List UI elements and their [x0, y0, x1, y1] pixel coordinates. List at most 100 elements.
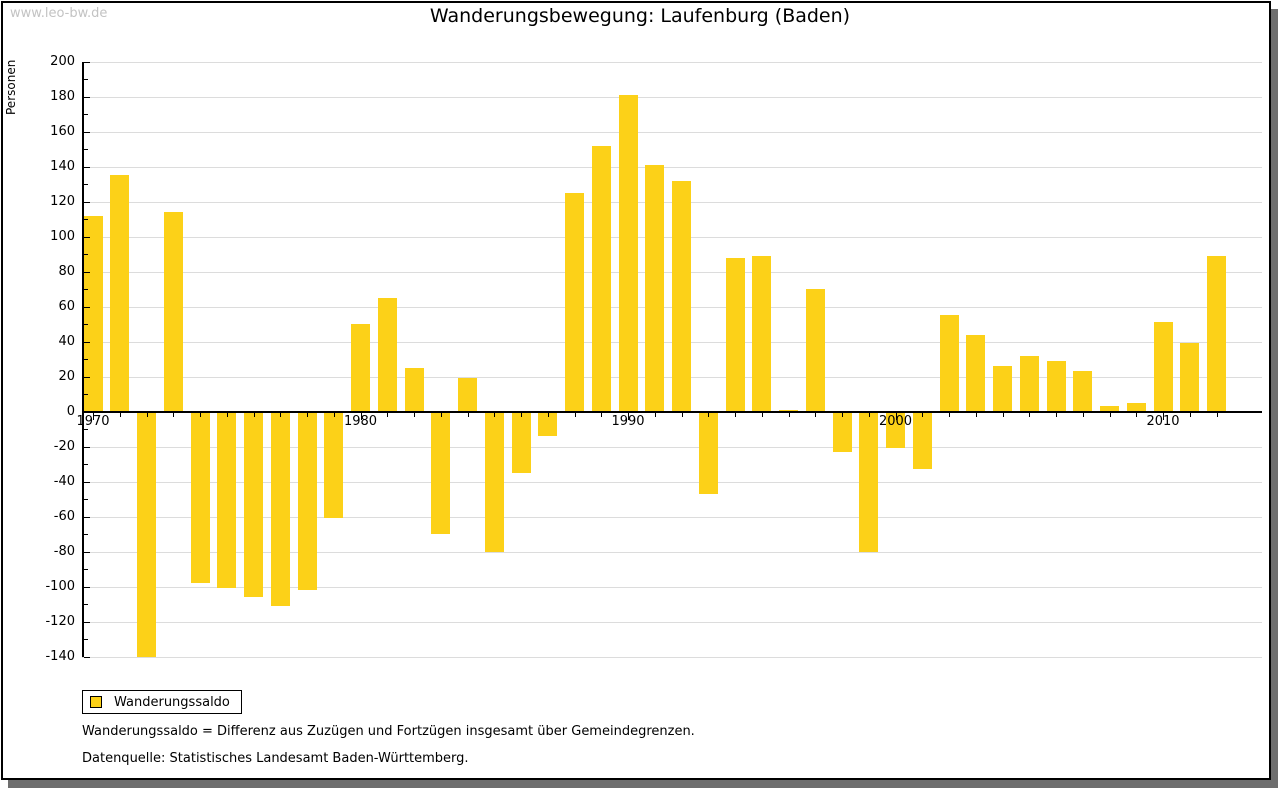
y-tick--10 — [84, 429, 88, 430]
legend-box: Wanderungssaldo — [82, 690, 242, 714]
y-tick-190 — [84, 79, 88, 80]
bar-2010 — [1153, 322, 1173, 412]
y-tick-label--80: -80 — [53, 543, 75, 559]
y-tick-70 — [84, 289, 88, 290]
bar-1991 — [645, 164, 665, 412]
gridline-y--40 — [82, 481, 1262, 483]
bar-1976 — [244, 411, 263, 597]
x-tick-1991 — [654, 412, 656, 417]
y-tick--90 — [84, 569, 88, 570]
y-tick-label-60: 60 — [58, 298, 75, 314]
bar-1997 — [805, 289, 825, 412]
x-tick-2009 — [1136, 412, 1138, 417]
x-tick-2010 — [1163, 412, 1164, 420]
x-tick-label-1970: 1970 — [76, 413, 110, 429]
bar-1982 — [404, 367, 424, 412]
bar-1999 — [859, 411, 879, 552]
gridline-y--140 — [82, 656, 1262, 658]
bar-1970 — [83, 215, 103, 412]
bar-1989 — [591, 145, 611, 412]
bar-1985 — [484, 411, 504, 552]
y-tick-30 — [84, 359, 88, 360]
bar-2008 — [1100, 406, 1119, 412]
bar-2005 — [1019, 355, 1039, 412]
y-tick-100 — [84, 236, 90, 238]
bar-1992 — [672, 180, 691, 412]
y-tick-label-100: 100 — [50, 228, 75, 244]
gridline-y--80 — [82, 551, 1262, 553]
y-tick-20 — [84, 376, 90, 378]
gridline-y--20 — [82, 446, 1262, 448]
y-tick-150 — [84, 149, 88, 150]
x-tick-1989 — [601, 412, 603, 417]
bar-1978 — [297, 411, 317, 590]
y-tick-label-120: 120 — [50, 193, 75, 209]
x-tick-1997 — [815, 412, 817, 417]
gridline-y--60 — [82, 516, 1262, 518]
y-tick-label-180: 180 — [50, 88, 75, 104]
x-tick-label-2000: 2000 — [878, 413, 913, 429]
y-tick-label--40: -40 — [53, 473, 75, 489]
bar-1979 — [324, 411, 344, 519]
footnote-source: Datenquelle: Statistisches Landesamt Bad… — [82, 751, 469, 766]
y-tick--20 — [84, 446, 90, 448]
x-tick-1992 — [681, 412, 683, 417]
bar-1977 — [270, 411, 290, 606]
x-tick-label-2010: 2010 — [1146, 413, 1180, 429]
y-tick-90 — [84, 254, 88, 255]
x-tick-2007 — [1082, 412, 1084, 417]
gridline-y--120 — [82, 621, 1262, 623]
bar-1972 — [137, 411, 156, 657]
x-tick-1980 — [360, 412, 362, 420]
y-tick-140 — [84, 166, 90, 168]
y-tick--120 — [84, 621, 90, 623]
y-tick-label-160: 160 — [50, 123, 75, 139]
bar-2002 — [939, 315, 959, 412]
x-tick-1977 — [280, 412, 282, 417]
x-tick-1996 — [788, 412, 790, 417]
y-tick--70 — [84, 534, 88, 535]
y-tick-label-200: 200 — [50, 53, 75, 69]
y-tick-160 — [84, 131, 90, 133]
gridline-y-180 — [82, 96, 1262, 98]
y-tick--60 — [84, 516, 90, 518]
bar-2000 — [886, 411, 905, 449]
x-tick-1976 — [253, 412, 255, 417]
bar-2007 — [1073, 371, 1093, 412]
y-tick-label--140: -140 — [45, 648, 75, 664]
y-tick-label-140: 140 — [50, 158, 75, 174]
x-tick-label-1980: 1980 — [343, 413, 378, 429]
bar-1974 — [190, 411, 210, 583]
x-tick-2008 — [1109, 412, 1111, 417]
y-tick--110 — [84, 604, 88, 605]
x-tick-1993 — [708, 412, 710, 417]
x-tick-1970 — [93, 412, 94, 420]
y-tick--140 — [84, 656, 90, 658]
y-tick--40 — [84, 481, 90, 483]
x-tick-1971 — [119, 412, 121, 417]
y-tick-label--20: -20 — [53, 438, 75, 454]
watermark: www.leo-bw.de — [10, 6, 108, 21]
y-tick--30 — [84, 464, 88, 465]
y-tick-120 — [84, 201, 90, 203]
x-tick-1979 — [333, 412, 335, 417]
x-tick-1990 — [628, 412, 629, 420]
x-tick-1974 — [200, 412, 201, 417]
bar-1983 — [431, 411, 451, 534]
x-tick-2001 — [922, 412, 924, 417]
y-tick-80 — [84, 271, 90, 273]
y-tick-label-20: 20 — [58, 368, 75, 384]
y-tick-180 — [84, 96, 90, 98]
bar-2006 — [1046, 360, 1066, 412]
x-tick-2000 — [895, 412, 897, 420]
bar-2003 — [966, 334, 986, 412]
y-axis-label: Personen — [4, 59, 18, 115]
y-tick-label--60: -60 — [53, 508, 75, 524]
bar-2004 — [993, 366, 1012, 412]
y-tick--80 — [84, 551, 90, 553]
bar-1987 — [538, 411, 558, 436]
y-tick-110 — [84, 219, 88, 220]
gridline-y--100 — [82, 586, 1262, 588]
bar-1986 — [511, 411, 531, 473]
